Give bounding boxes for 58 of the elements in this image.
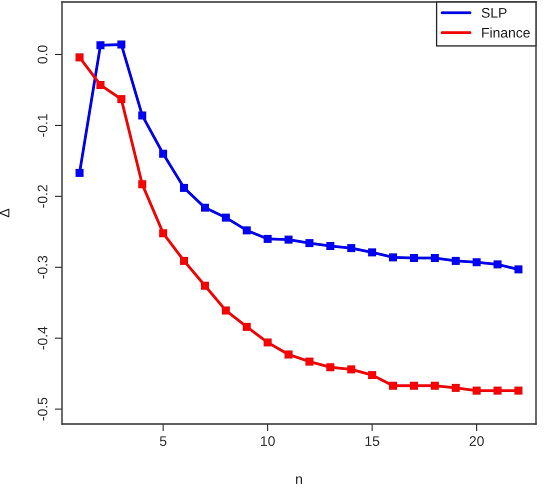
point bbox=[514, 386, 522, 395]
point bbox=[452, 256, 460, 265]
point bbox=[117, 40, 126, 49]
x-tick-label: 15 bbox=[365, 436, 380, 446]
point bbox=[222, 214, 230, 222]
point bbox=[264, 338, 272, 346]
point bbox=[242, 322, 251, 331]
point bbox=[138, 111, 146, 120]
point bbox=[494, 386, 502, 395]
y-tick-label: 0.0 bbox=[38, 45, 48, 64]
x-tick-label: 10 bbox=[260, 436, 275, 446]
point bbox=[200, 204, 209, 212]
point bbox=[368, 371, 376, 380]
point bbox=[138, 180, 146, 188]
point bbox=[159, 150, 168, 158]
point bbox=[305, 239, 314, 248]
point bbox=[347, 365, 356, 374]
point bbox=[76, 168, 84, 177]
y-tick-label: -0.3 bbox=[38, 256, 48, 279]
point bbox=[305, 358, 314, 366]
point bbox=[389, 253, 398, 262]
point bbox=[180, 184, 188, 192]
point bbox=[284, 236, 293, 244]
x-tick-label: 5 bbox=[160, 436, 166, 446]
y-tick-label: -0.1 bbox=[38, 114, 48, 137]
y-axis-title: Δ bbox=[0, 208, 10, 218]
point bbox=[180, 256, 188, 265]
point bbox=[284, 350, 293, 358]
point bbox=[200, 282, 209, 290]
point bbox=[96, 41, 104, 50]
point bbox=[76, 53, 84, 62]
point bbox=[494, 260, 502, 268]
point bbox=[472, 386, 481, 395]
point bbox=[368, 248, 376, 256]
point bbox=[472, 258, 481, 266]
point bbox=[117, 95, 126, 104]
point bbox=[222, 306, 230, 315]
point bbox=[347, 244, 356, 252]
point bbox=[264, 234, 272, 243]
point bbox=[326, 363, 334, 372]
legend-label: SLP bbox=[482, 8, 507, 18]
legend-label: Finance bbox=[482, 27, 530, 38]
point bbox=[96, 80, 104, 89]
y-tick-label: -0.2 bbox=[38, 185, 48, 208]
point bbox=[452, 384, 460, 392]
y-tick-label: -0.4 bbox=[38, 326, 48, 350]
point bbox=[430, 254, 439, 262]
point bbox=[326, 242, 334, 250]
point bbox=[410, 254, 418, 262]
point bbox=[410, 382, 418, 390]
x-tick-label: 20 bbox=[470, 436, 484, 446]
point bbox=[159, 229, 168, 238]
point bbox=[389, 382, 398, 390]
y-tick-label: -0.5 bbox=[38, 398, 48, 420]
point bbox=[514, 265, 522, 274]
point bbox=[242, 226, 251, 234]
x-axis-title: n bbox=[296, 476, 302, 484]
point bbox=[430, 382, 439, 390]
